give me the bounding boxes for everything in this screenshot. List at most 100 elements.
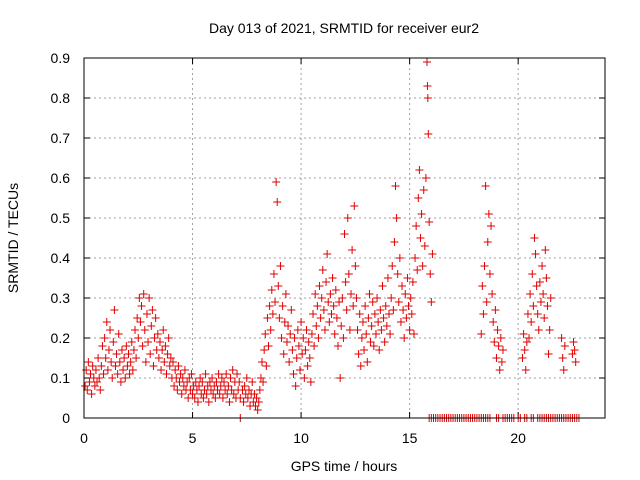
data-point xyxy=(196,374,205,382)
data-point xyxy=(236,394,245,402)
data-point xyxy=(87,390,96,398)
data-point xyxy=(288,346,297,354)
data-point xyxy=(295,366,304,374)
data-point xyxy=(406,294,415,302)
data-point xyxy=(351,262,360,270)
data-point xyxy=(273,198,282,206)
data-point xyxy=(114,330,123,338)
data-point xyxy=(90,382,99,390)
data-point xyxy=(339,334,348,342)
data-point xyxy=(333,342,342,350)
data-point xyxy=(538,262,547,270)
data-point xyxy=(392,214,401,222)
data-point xyxy=(107,358,116,366)
data-point xyxy=(314,334,323,342)
data-point xyxy=(135,294,144,302)
data-point xyxy=(519,330,528,338)
data-point xyxy=(239,398,248,406)
data-point xyxy=(113,370,122,378)
data-point xyxy=(413,266,422,274)
data-point xyxy=(265,302,274,310)
data-point xyxy=(400,334,409,342)
data-point xyxy=(204,398,213,406)
data-point xyxy=(134,334,143,342)
data-point xyxy=(345,326,354,334)
data-point xyxy=(123,362,132,370)
data-point xyxy=(424,130,433,138)
data-point xyxy=(370,310,379,318)
data-point xyxy=(417,210,426,218)
data-point xyxy=(520,346,529,354)
data-point xyxy=(158,346,167,354)
data-point xyxy=(212,378,221,386)
data-point xyxy=(388,262,397,270)
data-point xyxy=(218,394,227,402)
data-point xyxy=(361,302,370,310)
data-point xyxy=(120,354,129,362)
data-point xyxy=(528,270,537,278)
data-point xyxy=(201,370,210,378)
data-point xyxy=(106,326,115,334)
data-point xyxy=(409,330,418,338)
data-point xyxy=(176,370,185,378)
data-point xyxy=(111,362,120,370)
data-point xyxy=(382,322,391,330)
data-point xyxy=(103,366,112,374)
data-point xyxy=(97,362,106,370)
data-point xyxy=(159,326,168,334)
data-point xyxy=(82,366,91,374)
data-point xyxy=(377,326,386,334)
data-point xyxy=(545,326,554,334)
data-point xyxy=(317,294,326,302)
data-point xyxy=(571,358,580,366)
data-point xyxy=(102,318,111,326)
data-point xyxy=(128,366,137,374)
data-point xyxy=(240,382,249,390)
data-point xyxy=(386,330,395,338)
data-point xyxy=(360,346,369,354)
y-tick-label: 0.1 xyxy=(51,370,71,386)
data-point xyxy=(423,82,432,90)
x-tick-label: 15 xyxy=(402,430,418,446)
data-point xyxy=(306,378,315,386)
data-point xyxy=(95,374,104,382)
data-point xyxy=(558,354,567,362)
data-point xyxy=(98,342,107,350)
data-point xyxy=(425,218,434,226)
y-tick-label: 0.9 xyxy=(51,50,71,66)
data-point xyxy=(116,378,125,386)
data-point xyxy=(408,278,417,286)
data-point xyxy=(348,246,357,254)
data-point xyxy=(412,222,421,230)
data-point xyxy=(376,306,385,314)
data-point xyxy=(313,302,322,310)
data-point xyxy=(193,398,202,406)
data-point xyxy=(258,358,267,366)
data-point xyxy=(281,290,290,298)
data-point xyxy=(366,338,375,346)
data-point xyxy=(279,350,288,358)
data-point xyxy=(119,366,128,374)
data-point xyxy=(86,370,95,378)
data-point xyxy=(327,310,336,318)
data-point xyxy=(329,302,338,310)
data-point xyxy=(395,254,404,262)
data-point xyxy=(365,290,374,298)
data-point xyxy=(477,330,486,338)
data-point xyxy=(544,350,553,358)
data-point xyxy=(299,334,308,342)
y-tick-label: 0.8 xyxy=(51,90,71,106)
data-point xyxy=(350,202,359,210)
data-point xyxy=(304,338,313,346)
data-point xyxy=(287,306,296,314)
data-point xyxy=(282,338,291,346)
data-point xyxy=(262,362,271,370)
data-point xyxy=(484,210,493,218)
data-point xyxy=(127,338,136,346)
data-point xyxy=(534,326,543,334)
data-point xyxy=(290,334,299,342)
data-point xyxy=(289,370,298,378)
data-point xyxy=(529,302,538,310)
data-point xyxy=(546,294,555,302)
data-point xyxy=(199,394,208,402)
